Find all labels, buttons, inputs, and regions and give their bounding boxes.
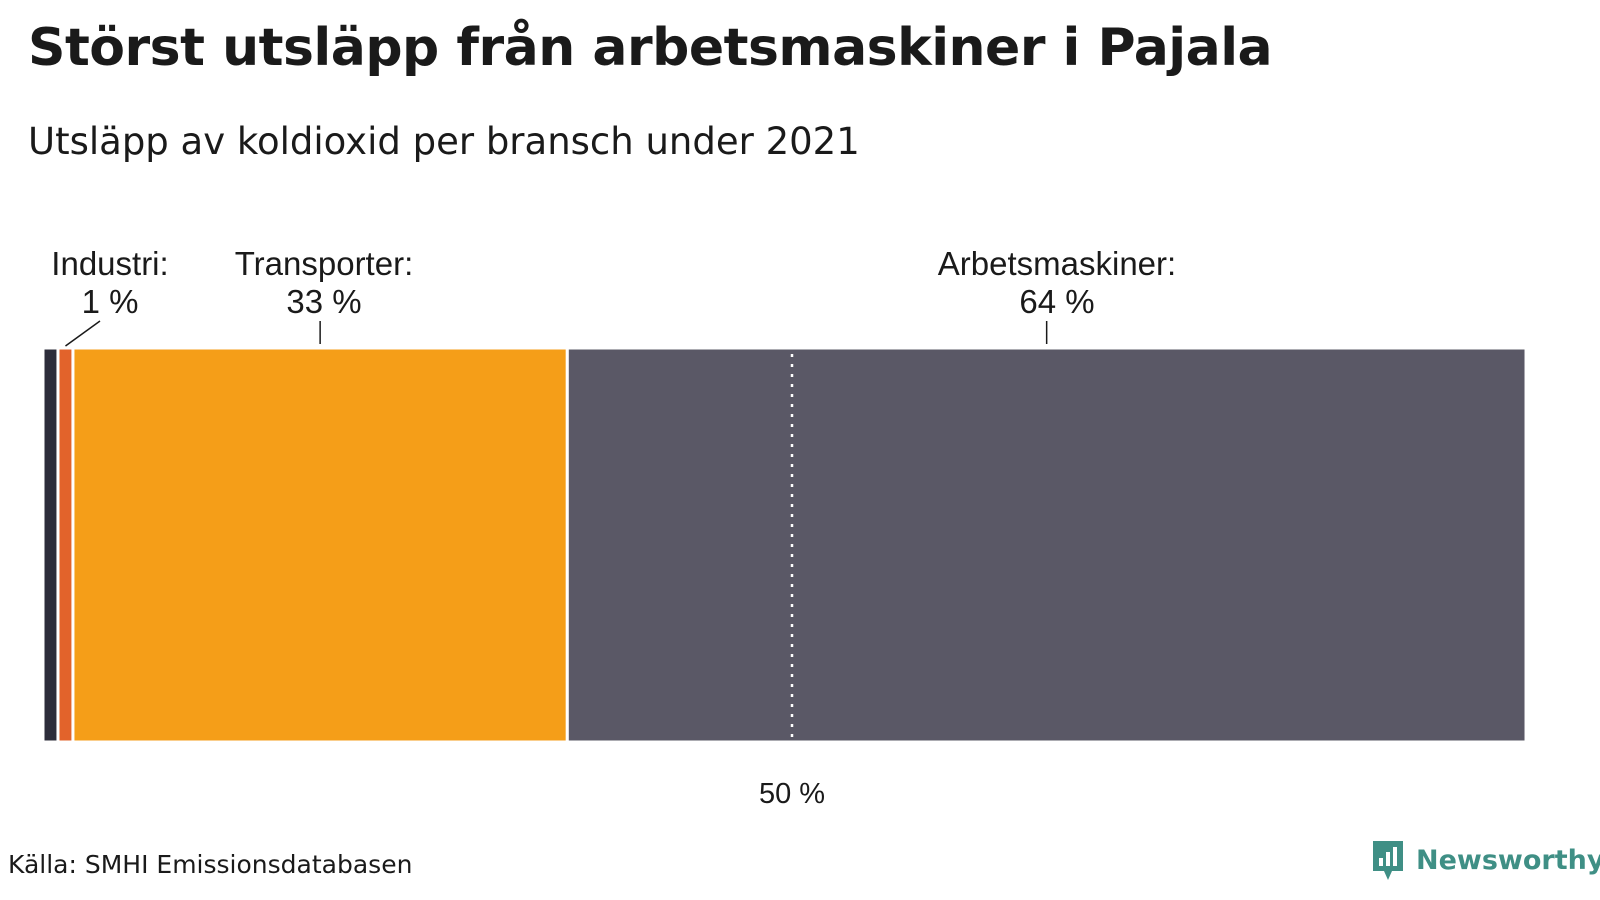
segment-name-3: Arbetsmaskiner:: [938, 245, 1176, 282]
reference-label: 50 %: [759, 778, 825, 810]
chart-subtitle: Utsläpp av koldioxid per bransch under 2…: [28, 120, 860, 163]
segment-name-1: Industri:: [51, 245, 168, 282]
brand-name: Newsworthy: [1416, 844, 1600, 876]
segment-name-2: Transporter:: [235, 245, 414, 282]
leader-line-1: [65, 320, 101, 347]
chart-title: Störst utsläpp från arbetsmaskiner i Paj…: [28, 18, 1273, 78]
bar-segment-3: [565, 346, 1528, 744]
bar-segment-0: [41, 346, 60, 744]
bar-segment-2: [71, 346, 569, 744]
segment-value-1: 1 %: [82, 283, 139, 320]
newsworthy-logo-icon: [1373, 841, 1403, 880]
brand-logo: Newsworthy: [1370, 838, 1600, 882]
bar-segment-1: [56, 346, 75, 744]
stacked-bar-chart: 50 % Industri:1 % Transporter:33 % Arbetsma…: [41, 245, 1528, 810]
segment-value-2: 33 %: [286, 283, 361, 320]
segment-value-3: 64 %: [1019, 283, 1094, 320]
source-note: Källa: SMHI Emissionsdatabasen: [8, 850, 413, 879]
